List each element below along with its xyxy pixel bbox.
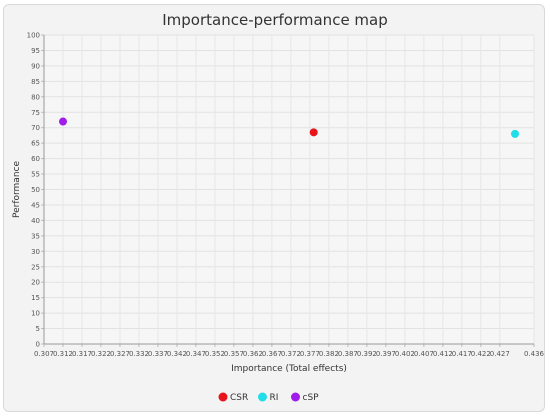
x-tick-label: 0.332 bbox=[129, 350, 149, 358]
data-point-ri bbox=[511, 129, 520, 138]
x-tick-label: 0.417 bbox=[452, 350, 472, 358]
chart-panel: Importance-performance map 0 5 10 15 20 25 30 3… bbox=[3, 4, 545, 412]
legend-marker-csr bbox=[218, 392, 228, 402]
y-tick-label: 95 bbox=[31, 47, 40, 55]
y-tick-label: 15 bbox=[31, 294, 40, 302]
x-tick-label: 0.312 bbox=[53, 350, 73, 358]
x-tick-label: 0.412 bbox=[433, 350, 453, 358]
x-tick-label: 0.362 bbox=[243, 350, 263, 358]
x-tick-label: 0.387 bbox=[338, 350, 358, 358]
y-tick-label: 65 bbox=[31, 140, 40, 148]
y-tick-label: 75 bbox=[31, 109, 40, 117]
x-tick-label: 0.327 bbox=[110, 350, 130, 358]
x-tick-label: 0.377 bbox=[300, 350, 320, 358]
legend-label-csp: cSP bbox=[303, 393, 320, 403]
chart-title: Importance-performance map bbox=[162, 11, 388, 29]
y-tick-label: 30 bbox=[31, 248, 40, 256]
y-tick-label: 80 bbox=[31, 93, 40, 101]
x-tick-label: 0.357 bbox=[224, 350, 244, 358]
y-tick-label: 20 bbox=[31, 279, 40, 287]
x-axis-title: Importance (Total effects) bbox=[231, 364, 347, 374]
x-tick-label: 0.342 bbox=[167, 350, 187, 358]
x-tick-label: 0.382 bbox=[319, 350, 339, 358]
x-tick-label: 0.337 bbox=[148, 350, 168, 358]
y-tick-label: 85 bbox=[31, 78, 40, 86]
y-tick-label: 25 bbox=[31, 263, 40, 271]
x-tick-label: 0.372 bbox=[281, 350, 301, 358]
y-tick-label: 35 bbox=[31, 232, 40, 240]
scatter-chart: 0 5 10 15 20 25 30 35 40 45 50 55 60 65 70 75 80 85 90 95 10… bbox=[12, 32, 545, 404]
legend-marker-csp bbox=[291, 392, 300, 402]
x-tick-label: 0.427 bbox=[490, 350, 510, 358]
x-tick-label: 0.317 bbox=[72, 350, 92, 358]
y-tick-label: 55 bbox=[31, 171, 40, 179]
y-tick-label: 40 bbox=[31, 217, 40, 225]
x-tick-label: 0.407 bbox=[414, 350, 434, 358]
x-tick-label: 0.347 bbox=[186, 350, 206, 358]
y-axis-title: Performance bbox=[12, 161, 22, 218]
x-tick-label: 0.367 bbox=[262, 350, 282, 358]
y-tick-label: 90 bbox=[31, 62, 40, 70]
x-tick-label: 0.352 bbox=[205, 350, 225, 358]
x-tick-label: 0.322 bbox=[91, 350, 111, 358]
x-tick-label: 0.436 bbox=[524, 350, 545, 358]
y-tick-label: 100 bbox=[27, 32, 40, 40]
x-tick-label: 0.397 bbox=[376, 350, 396, 358]
x-tick-label: 0.307 bbox=[34, 350, 54, 358]
legend-label-ri: RI bbox=[270, 393, 279, 403]
y-tick-label: 50 bbox=[31, 186, 40, 194]
y-tick-label: 5 bbox=[36, 325, 40, 333]
y-tick-label: 0 bbox=[36, 341, 40, 349]
data-point-csr bbox=[309, 128, 318, 137]
legend-label-csr: CSR bbox=[230, 393, 248, 403]
legend-marker-ri bbox=[258, 392, 267, 402]
data-point-csp bbox=[58, 117, 67, 126]
y-tick-label: 60 bbox=[31, 155, 40, 163]
x-tick-label: 0.402 bbox=[395, 350, 415, 358]
x-tick-label: 0.422 bbox=[471, 350, 491, 358]
y-tick-label: 45 bbox=[31, 201, 40, 209]
y-tick-label: 10 bbox=[31, 310, 40, 318]
y-tick-label: 70 bbox=[31, 124, 40, 132]
x-tick-label: 0.392 bbox=[357, 350, 377, 358]
